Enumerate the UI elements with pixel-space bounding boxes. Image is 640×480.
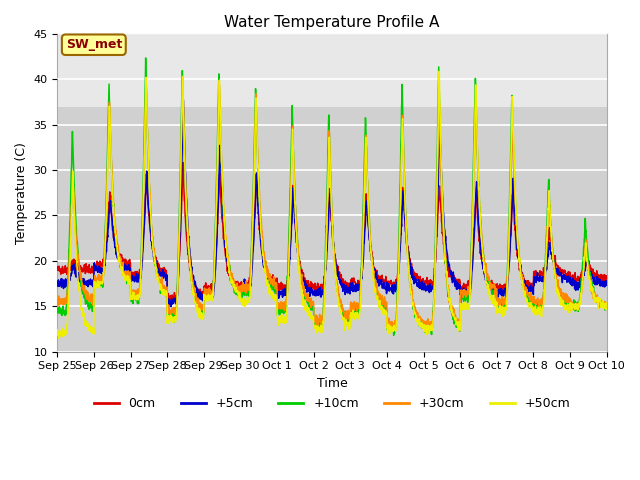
X-axis label: Time: Time: [317, 377, 348, 390]
Bar: [58, 107, 607, 351]
Title: Water Temperature Profile A: Water Temperature Profile A: [225, 15, 440, 30]
Legend: 0cm, +5cm, +10cm, +30cm, +50cm: 0cm, +5cm, +10cm, +30cm, +50cm: [88, 392, 575, 415]
Y-axis label: Temperature (C): Temperature (C): [15, 142, 28, 244]
Text: SW_met: SW_met: [66, 38, 122, 51]
